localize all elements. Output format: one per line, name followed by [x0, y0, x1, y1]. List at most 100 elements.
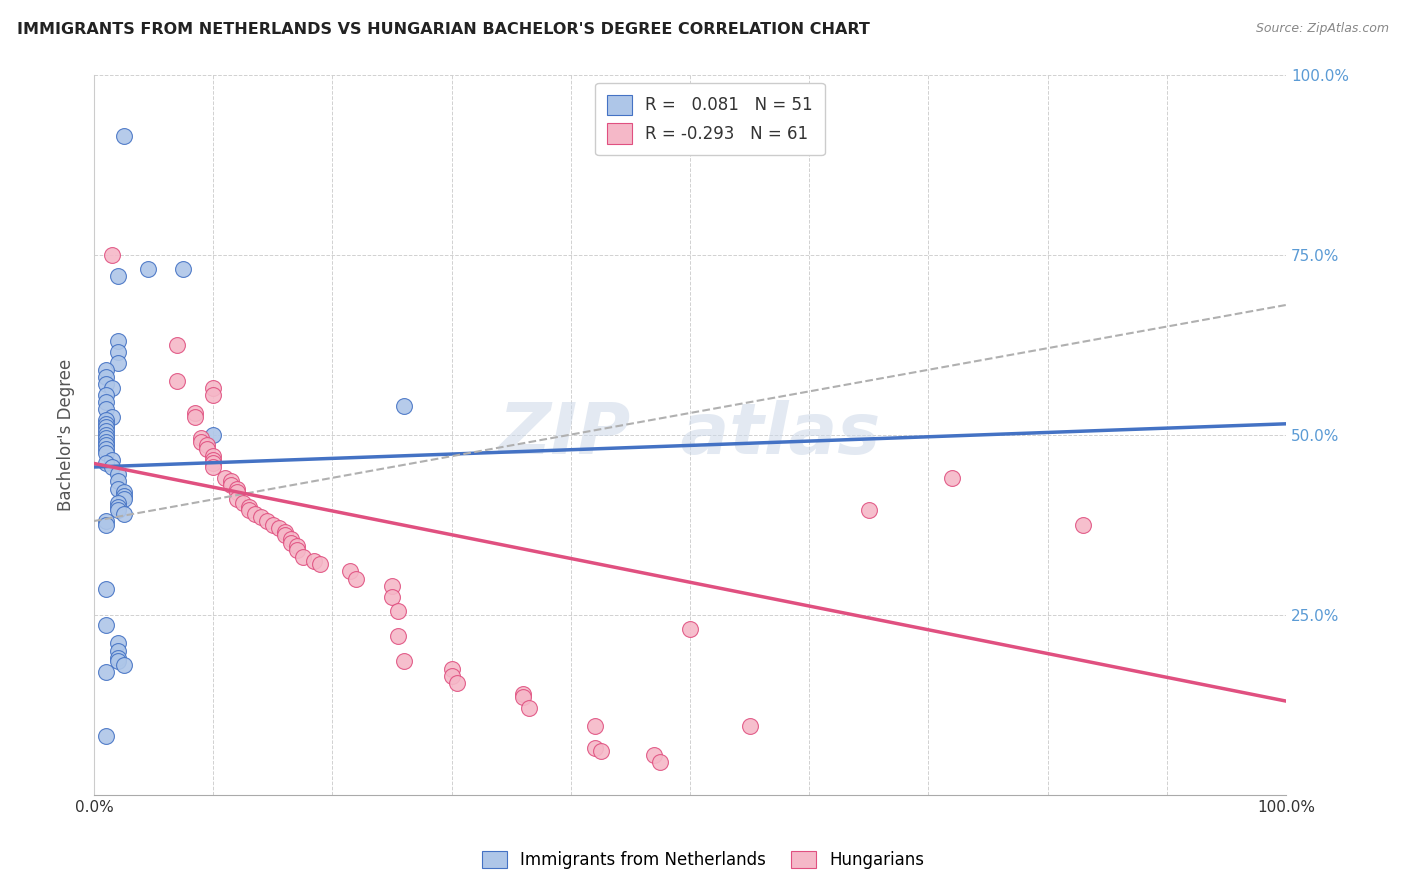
Point [112, 658, 135, 673]
Point [250, 510, 273, 524]
Point [583, 719, 606, 733]
Point [172, 262, 194, 277]
Point [1071, 517, 1094, 532]
Point [273, 528, 295, 542]
Point [190, 431, 212, 445]
Point [679, 622, 702, 636]
Point [107, 355, 129, 369]
Point [112, 489, 135, 503]
Point [94, 445, 117, 459]
Point [267, 521, 290, 535]
Point [94, 417, 117, 431]
Point [94, 665, 117, 680]
Point [304, 554, 326, 568]
Point [107, 334, 129, 348]
Point [107, 475, 129, 489]
Point [195, 442, 218, 456]
Point [107, 482, 129, 496]
Point [101, 452, 124, 467]
Y-axis label: Bachelor's Degree: Bachelor's Degree [58, 359, 75, 511]
Point [94, 431, 117, 445]
Point [107, 503, 129, 517]
Point [184, 406, 207, 420]
Point [202, 457, 225, 471]
Point [440, 662, 463, 676]
Point [226, 492, 249, 507]
Point [238, 503, 260, 517]
Point [202, 449, 225, 463]
Point [94, 582, 117, 597]
Point [392, 655, 415, 669]
Point [232, 496, 254, 510]
Point [583, 740, 606, 755]
Point [94, 424, 117, 438]
Point [202, 388, 225, 402]
Point [94, 434, 117, 449]
Point [387, 604, 409, 618]
Point [339, 565, 361, 579]
Point [446, 676, 468, 690]
Point [643, 748, 665, 763]
Point [94, 363, 117, 377]
Point [273, 524, 295, 539]
Point [256, 514, 278, 528]
Point [392, 399, 415, 413]
Point [94, 729, 117, 743]
Text: IMMIGRANTS FROM NETHERLANDS VS HUNGARIAN BACHELOR'S DEGREE CORRELATION CHART: IMMIGRANTS FROM NETHERLANDS VS HUNGARIAN… [17, 22, 870, 37]
Point [94, 395, 117, 409]
Point [101, 247, 124, 261]
Point [512, 690, 534, 705]
Point [262, 517, 284, 532]
Point [94, 413, 117, 427]
Point [94, 457, 117, 471]
Point [94, 377, 117, 392]
Point [202, 460, 225, 475]
Point [285, 539, 308, 553]
Text: ZIP  atlas: ZIP atlas [499, 401, 882, 469]
Point [94, 402, 117, 417]
Point [381, 579, 404, 593]
Point [94, 420, 117, 434]
Point [440, 669, 463, 683]
Point [94, 618, 117, 632]
Point [136, 262, 159, 277]
Point [101, 381, 124, 395]
Point [107, 651, 129, 665]
Point [381, 590, 404, 604]
Point [517, 701, 540, 715]
Point [214, 471, 236, 485]
Point [107, 500, 129, 514]
Point [219, 475, 242, 489]
Point [202, 452, 225, 467]
Legend: Immigrants from Netherlands, Hungarians: Immigrants from Netherlands, Hungarians [472, 841, 934, 880]
Point [280, 535, 302, 549]
Point [589, 744, 612, 758]
Point [101, 409, 124, 424]
Point [309, 558, 332, 572]
Point [190, 434, 212, 449]
Point [107, 636, 129, 650]
Point [112, 128, 135, 143]
Point [344, 572, 367, 586]
Point [738, 719, 761, 733]
Point [166, 337, 188, 351]
Point [94, 388, 117, 402]
Point [195, 438, 218, 452]
Point [112, 492, 135, 507]
Point [107, 269, 129, 284]
Point [219, 478, 242, 492]
Point [107, 643, 129, 657]
Point [226, 485, 249, 500]
Point [650, 756, 672, 770]
Point [941, 471, 963, 485]
Point [512, 687, 534, 701]
Legend: R =   0.081   N = 51, R = -0.293   N = 61: R = 0.081 N = 51, R = -0.293 N = 61 [595, 83, 825, 155]
Point [238, 500, 260, 514]
Point [112, 507, 135, 521]
Point [94, 514, 117, 528]
Point [387, 629, 409, 643]
Point [243, 507, 266, 521]
Point [285, 542, 308, 557]
Text: Source: ZipAtlas.com: Source: ZipAtlas.com [1256, 22, 1389, 36]
Point [184, 409, 207, 424]
